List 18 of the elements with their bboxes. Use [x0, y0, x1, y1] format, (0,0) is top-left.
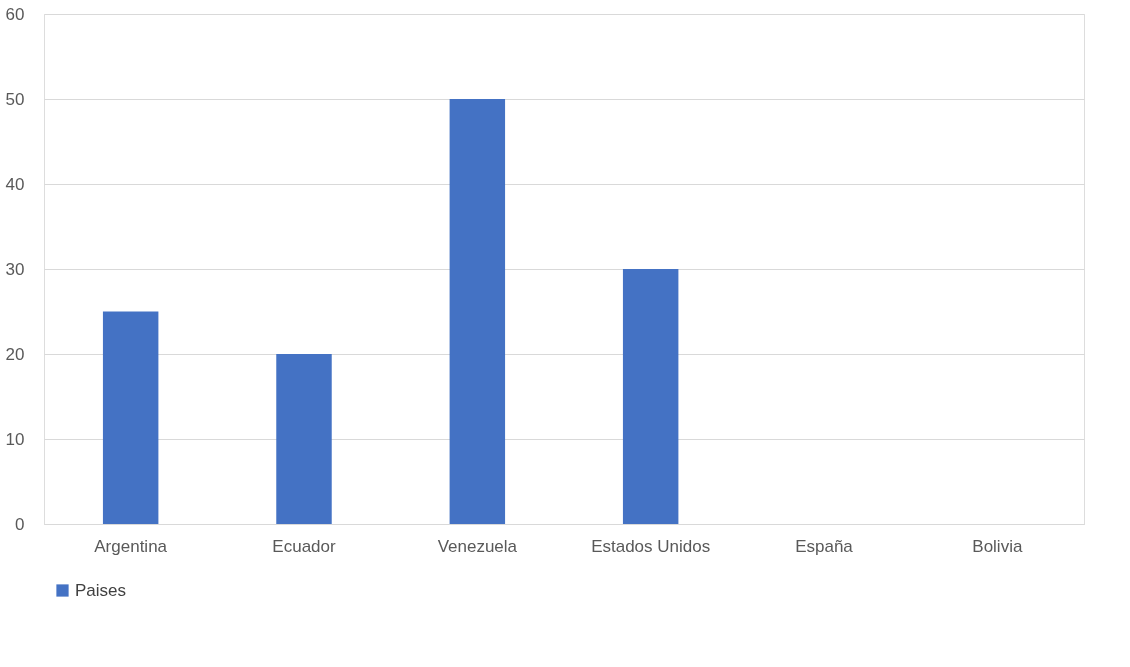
bar: [102, 311, 159, 524]
x-tick-label: España: [795, 536, 854, 556]
x-tick-label: Bolivia: [972, 536, 1023, 556]
x-tick-label: Argentina: [94, 536, 168, 556]
y-tick-label: 40: [5, 174, 25, 194]
y-tick-label: 0: [15, 514, 25, 534]
y-tick-label: 10: [5, 429, 25, 449]
legend-label: Paises: [75, 580, 127, 600]
y-tick-label: 50: [5, 89, 25, 109]
x-tick-label: Estados Unidos: [591, 536, 711, 556]
y-tick-label: 20: [5, 344, 25, 364]
x-tick-label: Ecuador: [272, 536, 336, 556]
y-tick-label: 30: [5, 259, 25, 279]
x-tick-label: Venezuela: [437, 536, 518, 556]
bar: [622, 269, 679, 524]
bar: [449, 99, 506, 524]
y-tick-label: 60: [5, 4, 25, 24]
bar: [276, 354, 332, 524]
